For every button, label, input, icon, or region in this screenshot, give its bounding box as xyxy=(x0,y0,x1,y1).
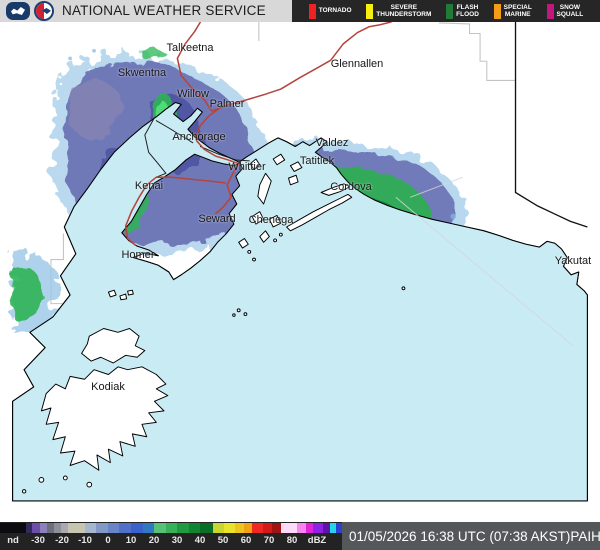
colorbar-tick-70: 70 xyxy=(263,535,275,546)
city-label-kenai: Kenai xyxy=(134,180,164,192)
colorbar-tick-40: 40 xyxy=(194,535,206,546)
colorbar-segment xyxy=(119,523,131,533)
colorbar-segment xyxy=(313,523,323,533)
warning-legend-label: SPECIAL MARINE xyxy=(503,3,532,18)
warning-legend-item-tornado: TORNADO xyxy=(308,3,352,19)
colorbar-segment xyxy=(200,523,213,533)
colorbar-segment xyxy=(336,523,342,533)
station-id: PAIH xyxy=(570,528,600,544)
colorbar-segment xyxy=(166,523,177,533)
warning-legend-label: SNOW SQUALL xyxy=(556,3,584,18)
timestamp-text: 01/05/2026 16:38 UTC (07:38 AKST) xyxy=(349,528,571,544)
city-label-palmer: Palmer xyxy=(209,98,245,110)
colorbar-segment xyxy=(47,523,54,533)
colorbar-segment xyxy=(68,523,85,533)
nws-logo-icon xyxy=(34,1,54,21)
warning-color-swatch xyxy=(446,3,454,19)
colorbar-segment xyxy=(330,523,336,533)
header-title: NATIONAL WEATHER SERVICE xyxy=(62,3,266,18)
warning-legend-label: TORNADO xyxy=(318,7,352,15)
colorbar-segment xyxy=(306,523,313,533)
colorbar-segment xyxy=(131,523,143,533)
colorbar-tick-50: 50 xyxy=(217,535,229,546)
map-viewport[interactable]: Talkeetna Skwentna Willow Palmer Glennallen A… xyxy=(0,22,600,522)
warning-legend-item-flash-flood: FLASH FLOOD xyxy=(446,3,479,19)
city-label-homer: Homer xyxy=(121,249,155,261)
colorbar-tick-0: 0 xyxy=(105,535,111,546)
warning-color-swatch xyxy=(366,3,374,19)
colorbar-tick--20: -20 xyxy=(55,535,69,546)
radar-spoke-lines xyxy=(395,176,574,347)
colorbar-segment xyxy=(54,523,61,533)
city-label-chenega: Chenega xyxy=(248,214,294,226)
colorbar-segment xyxy=(177,523,189,533)
colorbar-segment xyxy=(244,523,252,533)
warning-color-swatch xyxy=(546,3,554,19)
colorbar-tick-80: 80 xyxy=(286,535,298,546)
colorbar-segment xyxy=(154,523,166,533)
colorbar-tick--10: -10 xyxy=(78,535,92,546)
colorbar-segment xyxy=(96,523,108,533)
city-label-seward: Seward xyxy=(198,213,236,225)
highways xyxy=(124,22,392,246)
colorbar-segment xyxy=(323,523,330,533)
colorbar-tick-20: 20 xyxy=(148,535,160,546)
city-label-cordova: Cordova xyxy=(330,181,372,193)
city-label-anchorage: Anchorage xyxy=(172,131,226,143)
colorbar-segment xyxy=(85,523,96,533)
city-label-tatitlek: Tatitlek xyxy=(299,155,335,167)
noaa-logo-icon xyxy=(6,2,30,20)
warning-color-swatch xyxy=(493,3,501,19)
bottom-status-bar: nd -30 -20 -10 0 10 20 30 40 50 60 70 80 dBZ 01/05/20… xyxy=(0,522,600,550)
colorbar-segment xyxy=(108,523,119,533)
city-label-glennallen: Glennallen xyxy=(330,58,384,70)
radar-left-edge-cell xyxy=(12,252,59,334)
colorbar-segment xyxy=(189,523,200,533)
colorbar-segment xyxy=(26,523,32,533)
colorbar-segment xyxy=(224,523,235,533)
warning-legend-item-special-marine: SPECIAL MARINE xyxy=(493,3,532,19)
colorbar-segment xyxy=(61,523,68,533)
colorbar-segment xyxy=(235,523,244,533)
local-roads xyxy=(144,117,250,178)
status-area: 01/05/2026 16:38 UTC (07:38 AKST) PAIH xyxy=(342,522,600,550)
colorbar-segment xyxy=(272,523,281,533)
reflectivity-colorbar: nd -30 -20 -10 0 10 20 30 40 50 60 70 80 dBZ xyxy=(0,522,342,550)
colorbar-segment xyxy=(297,523,306,533)
warning-legend-label: FLASH FLOOD xyxy=(456,3,479,18)
colorbar-segment xyxy=(40,523,47,533)
colorbar-tick--30: -30 xyxy=(31,535,45,546)
city-label-skwentna: Skwentna xyxy=(117,67,167,79)
warning-legend-item-snow-squall: SNOW SQUALL xyxy=(546,3,584,19)
city-label-valdez: Valdez xyxy=(315,137,349,149)
warning-legend-label: SEVERE THUNDERSTORM xyxy=(376,3,432,18)
colorbar-segment xyxy=(32,523,40,533)
city-label-willow: Willow xyxy=(177,88,209,100)
colorbar-segment xyxy=(213,523,224,533)
region-border-line xyxy=(514,22,588,228)
radar-map-graphic xyxy=(12,22,588,502)
colorbar-segment xyxy=(263,523,272,533)
colorbar-tick-10: 10 xyxy=(125,535,137,546)
warning-legend: TORNADO SEVERE THUNDERSTORM FLASH FLOOD SPE… xyxy=(292,0,600,22)
city-label-kodiak: Kodiak xyxy=(91,381,125,393)
colorbar-segment xyxy=(143,523,154,533)
warning-color-swatch xyxy=(308,3,316,19)
colorbar-segment xyxy=(0,523,26,533)
warning-legend-item-severe-thunderstorm: SEVERE THUNDERSTORM xyxy=(366,3,432,19)
colorbar-segment xyxy=(281,523,297,533)
colorbar-tick-60: 60 xyxy=(240,535,252,546)
colorbar-tick-dBZ: dBZ xyxy=(307,535,327,546)
roads xyxy=(124,22,392,246)
city-label-whittier: Whittier xyxy=(228,161,266,173)
colorbar-tick-nd: nd xyxy=(7,535,19,546)
colorbar-tick-30: 30 xyxy=(171,535,183,546)
city-label-yakutat: Yakutat xyxy=(554,255,592,267)
colorbar-ramp xyxy=(0,523,342,533)
colorbar-segment xyxy=(252,523,263,533)
city-label-talkeetna: Talkeetna xyxy=(166,42,214,54)
